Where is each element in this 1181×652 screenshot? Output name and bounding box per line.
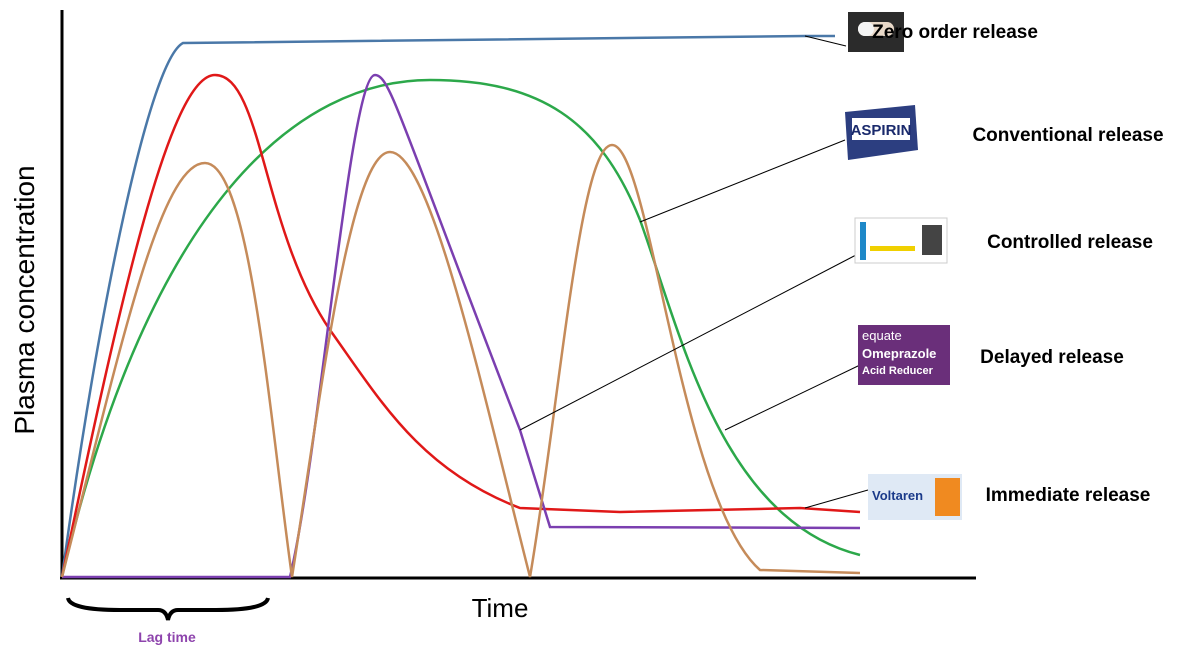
product-subtitle: Acid Reducer [862, 365, 934, 377]
omeprazole-image: equate Omeprazole Acid Reducer [858, 325, 950, 385]
lag-brace [68, 598, 268, 620]
product-name: Voltaren [872, 488, 923, 503]
release-label: Immediate release [986, 485, 1151, 506]
connector [805, 490, 868, 508]
conventional-curve [62, 145, 860, 577]
controlled-curve [62, 80, 860, 577]
immediate-curve [62, 75, 860, 577]
x-axis-label: Time [472, 593, 529, 623]
aspirin-image: ASPIRIN [845, 105, 918, 160]
voltaren-image: Voltaren [868, 474, 962, 520]
diagram: Plasma concentration Time Lag time ASPIR… [0, 0, 1181, 652]
release-label: Conventional release [972, 125, 1163, 146]
delayed-curve [62, 75, 860, 577]
product-name: Omeprazole [862, 346, 936, 361]
product-name: ASPIRIN [851, 122, 912, 139]
connector [725, 365, 860, 430]
product-brand: equate [862, 328, 902, 343]
release-label: Zero order release [872, 22, 1038, 43]
release-label: Delayed release [980, 347, 1124, 368]
controlled-image [855, 218, 947, 263]
release-label: Controlled release [987, 232, 1153, 253]
connector [805, 36, 846, 46]
lag-label: Lag time [138, 629, 196, 645]
connector [640, 140, 845, 222]
y-axis-label: Plasma concentration [9, 165, 40, 434]
